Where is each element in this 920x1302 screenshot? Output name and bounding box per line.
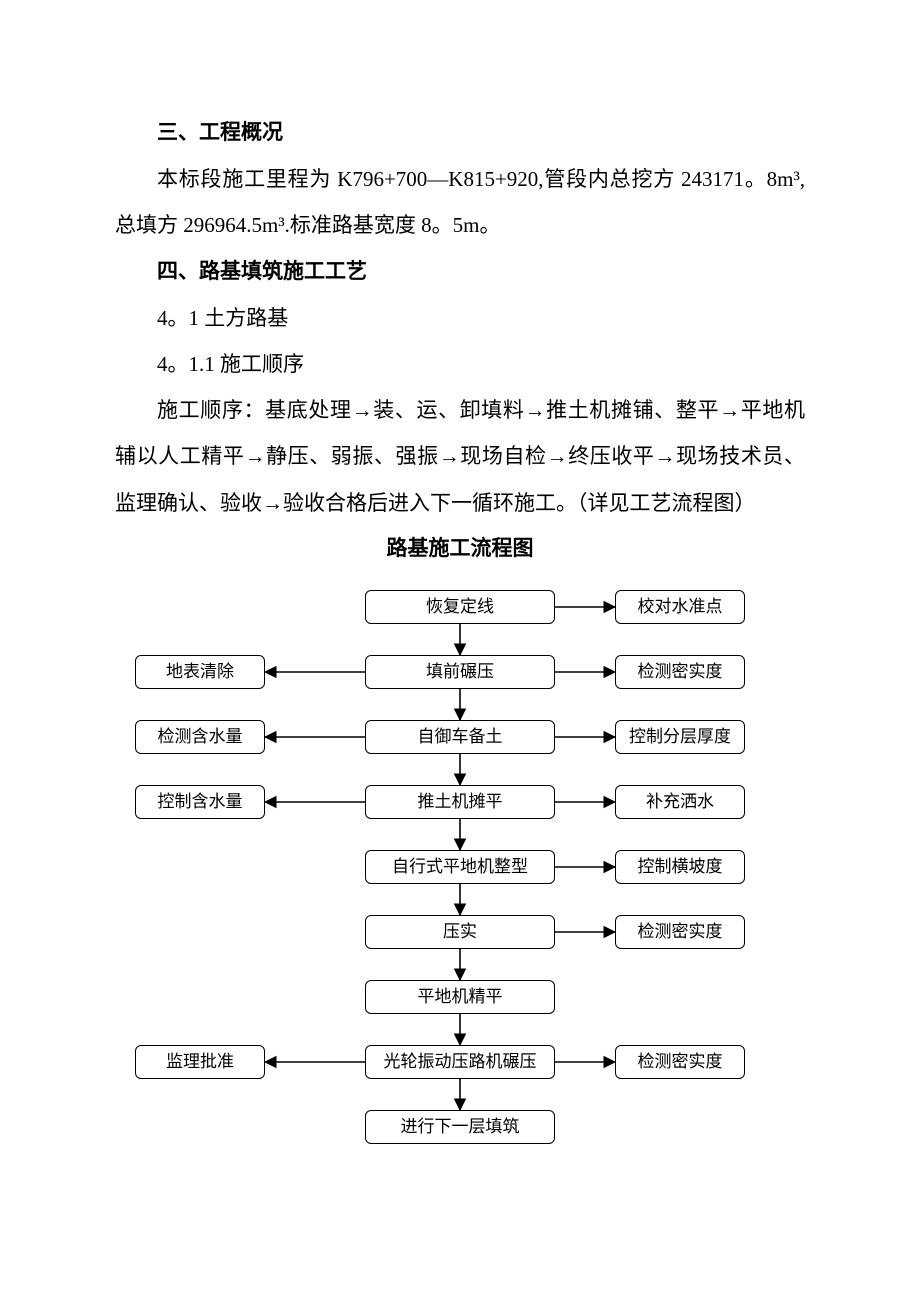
flow-node-left-1: 地表清除 bbox=[135, 655, 265, 689]
paragraph-4-1-1: 4。1.1 施工顺序 bbox=[115, 341, 805, 387]
heading-section-4: 四、路基填筑施工工艺 bbox=[115, 249, 805, 295]
flow-node-center-1: 填前碾压 bbox=[365, 655, 555, 689]
flow-node-center-7: 光轮振动压路机碾压 bbox=[365, 1045, 555, 1079]
flowchart-container: 恢复定线填前碾压自御车备土推土机摊平自行式平地机整型压实平地机精平光轮振动压路机… bbox=[115, 590, 805, 1210]
document-page: 三、工程概况 本标段施工里程为 K796+700—K815+920,管段内总挖方… bbox=[0, 0, 920, 1302]
flowchart-title: 路基施工流程图 bbox=[115, 526, 805, 572]
flow-node-center-0: 恢复定线 bbox=[365, 590, 555, 624]
flow-node-right-2: 控制分层厚度 bbox=[615, 720, 745, 754]
flow-node-center-3: 推土机摊平 bbox=[365, 785, 555, 819]
flow-node-left-3: 控制含水量 bbox=[135, 785, 265, 819]
flow-node-right-0: 校对水准点 bbox=[615, 590, 745, 624]
heading-section-3: 三、工程概况 bbox=[115, 110, 805, 156]
flow-node-center-2: 自御车备土 bbox=[365, 720, 555, 754]
flow-node-right-1: 检测密实度 bbox=[615, 655, 745, 689]
flow-node-center-4: 自行式平地机整型 bbox=[365, 850, 555, 884]
paragraph-sequence: 施工顺序：基底处理→装、运、卸填料→推土机摊铺、整平→平地机辅以人工精平→静压、… bbox=[115, 387, 805, 526]
flow-node-right-7: 检测密实度 bbox=[615, 1045, 745, 1079]
flow-node-left-7: 监理批准 bbox=[135, 1045, 265, 1079]
flow-node-right-5: 检测密实度 bbox=[615, 915, 745, 949]
flow-node-center-5: 压实 bbox=[365, 915, 555, 949]
flow-node-left-2: 检测含水量 bbox=[135, 720, 265, 754]
flow-node-right-4: 控制横坡度 bbox=[615, 850, 745, 884]
flow-node-center-6: 平地机精平 bbox=[365, 980, 555, 1014]
flow-node-right-3: 补充洒水 bbox=[615, 785, 745, 819]
flow-node-center-8: 进行下一层填筑 bbox=[365, 1110, 555, 1144]
paragraph-overview: 本标段施工里程为 K796+700—K815+920,管段内总挖方 243171… bbox=[115, 156, 805, 248]
paragraph-4-1: 4。1 土方路基 bbox=[115, 295, 805, 341]
